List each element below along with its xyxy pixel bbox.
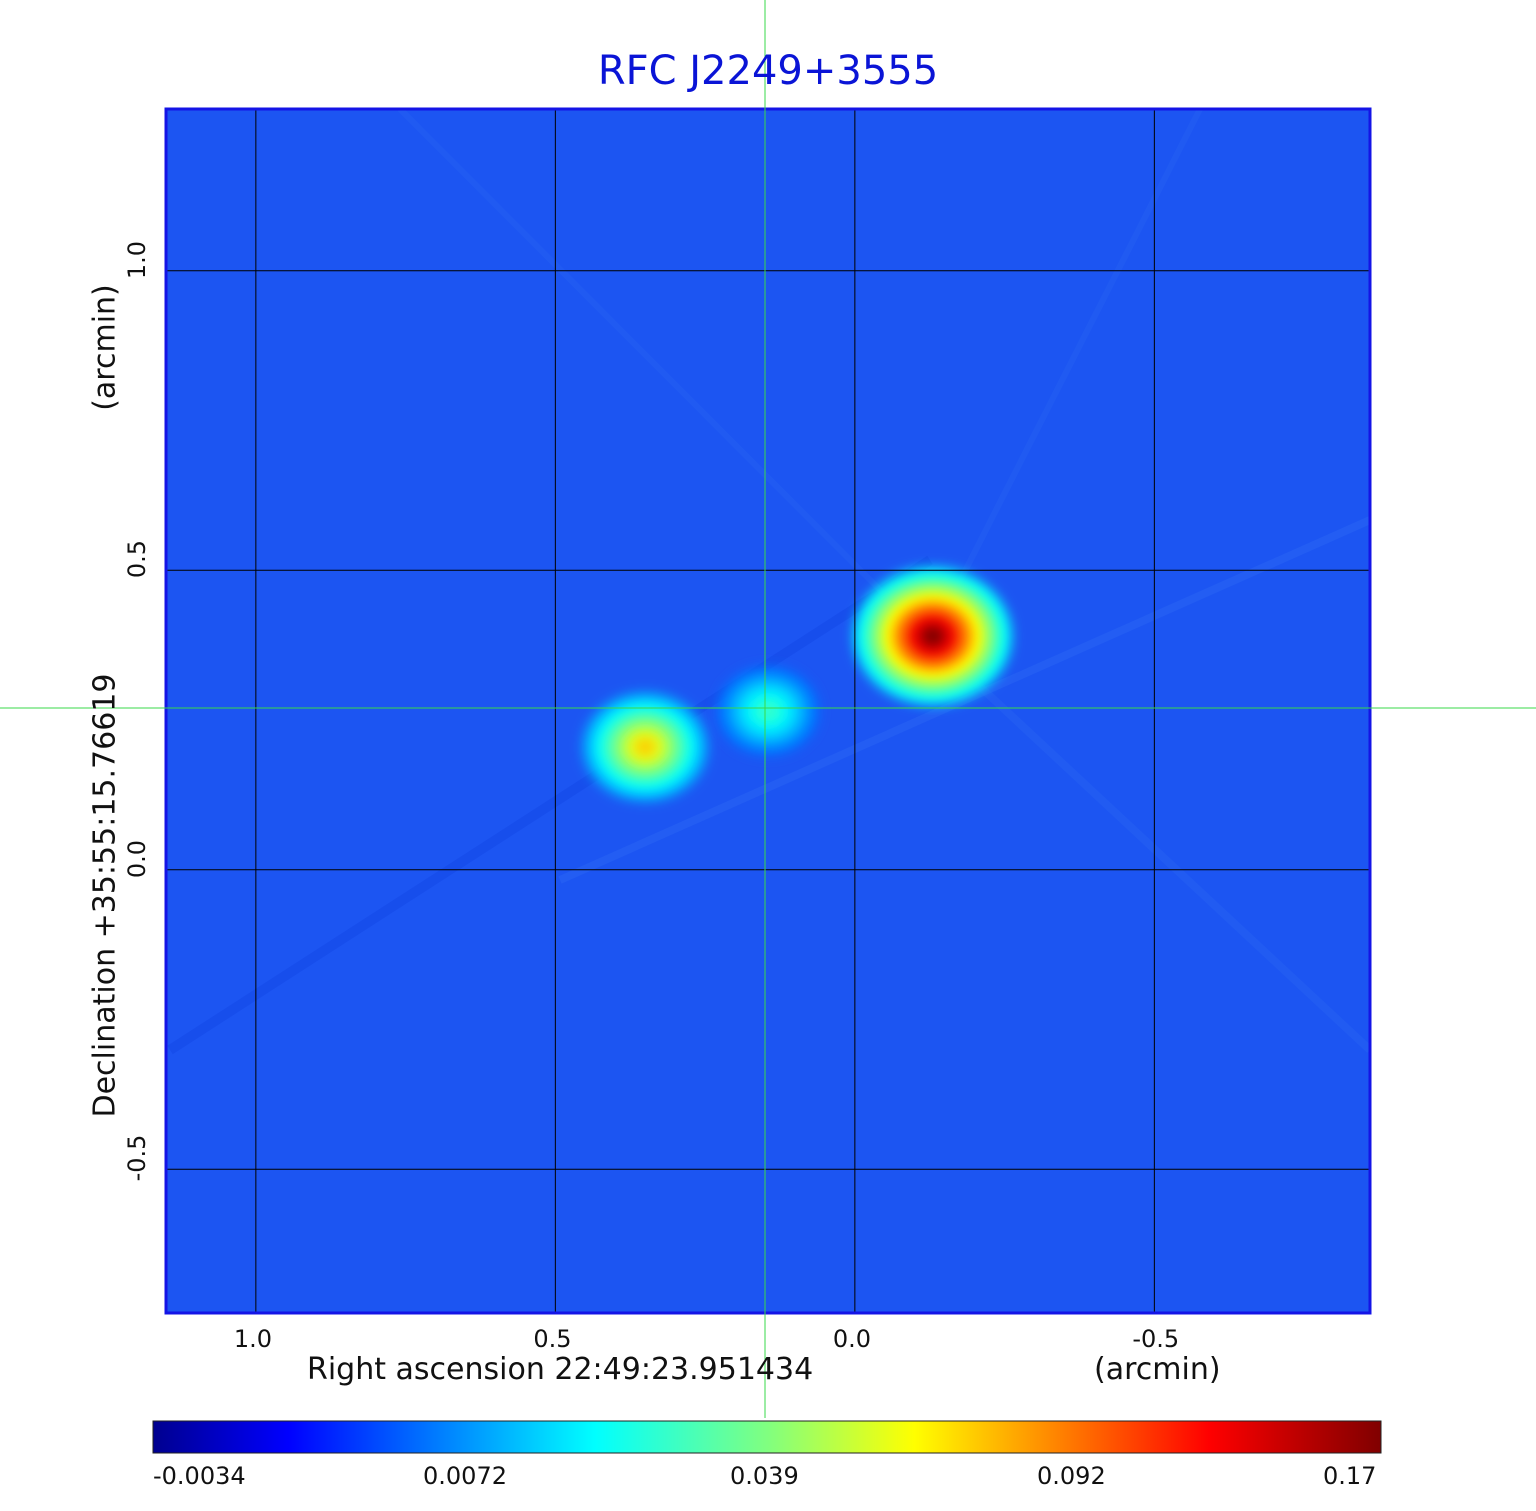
colorbar-tick-label: 0.039	[730, 1462, 799, 1490]
source-3	[717, 666, 819, 756]
source-layer	[582, 567, 1012, 802]
chart-title: RFC J2249+3555	[597, 48, 939, 94]
colorbar	[152, 1420, 1382, 1454]
source-3-level-5	[759, 704, 777, 718]
y-axis-label: Declination +35:55:15.76619	[87, 673, 123, 1118]
y-tick-label: 1.0	[123, 240, 151, 279]
y-tick-label: 0.0	[123, 839, 151, 878]
x-tick-label: 0.0	[832, 1325, 872, 1353]
plot-frame	[164, 107, 1372, 1315]
x-axis-label: Right ascension 22:49:23.951434	[307, 1352, 814, 1387]
source-1	[854, 567, 1012, 705]
source-1-level-5	[920, 625, 946, 647]
y-tick-label: 0.5	[123, 540, 151, 579]
grid-lines	[166, 109, 1370, 1313]
source-2-level-5	[635, 738, 656, 756]
colorbar-tick-label: 0.092	[1037, 1462, 1106, 1490]
y-tick-label: -0.5	[123, 1134, 151, 1182]
crosshair	[0, 0, 1536, 1418]
colorbar-tick-label: 0.0072	[423, 1462, 507, 1490]
y-axis-unit: (arcmin)	[87, 284, 123, 411]
source-2	[582, 692, 708, 802]
x-tick-label: -0.5	[1132, 1325, 1180, 1353]
x-axis-unit: (arcmin)	[1094, 1352, 1221, 1387]
x-tick-label: 1.0	[233, 1325, 273, 1353]
x-tick-label: 0.5	[533, 1325, 572, 1353]
colorbar-tick-label: 0.17	[1323, 1462, 1377, 1490]
colorbar-tick-label: -0.0034	[153, 1462, 246, 1490]
